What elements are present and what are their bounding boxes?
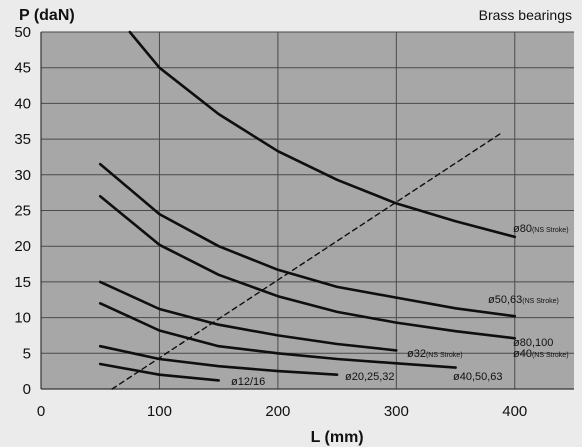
x-tick-100: 100 <box>147 403 172 420</box>
y-tick-35: 35 <box>14 131 31 148</box>
x-axis-label: L (mm) <box>311 429 364 446</box>
y-axis-label: P (daN) <box>19 7 75 24</box>
series-line-6 <box>98 362 220 382</box>
horizontal-gridlines <box>40 31 574 390</box>
y-tick-25: 25 <box>14 203 31 220</box>
y-tick-40: 40 <box>14 95 31 112</box>
series-line-2 <box>98 194 517 340</box>
y-tick-30: 30 <box>14 167 31 184</box>
series-line-0 <box>128 30 517 239</box>
y-tick-0: 0 <box>23 381 31 398</box>
x-tick-0: 0 <box>37 403 45 420</box>
x-tick-200: 200 <box>265 403 290 420</box>
series-line-3 <box>98 280 398 352</box>
series-label-4: ø40,50,63 <box>453 371 503 383</box>
series-line-7 <box>111 131 504 390</box>
y-tick-labels: 0 5 10 15 20 25 30 35 40 45 50 <box>14 24 31 398</box>
chart-title: Brass bearings <box>479 7 572 23</box>
series-line-5 <box>98 344 339 376</box>
y-tick-5: 5 <box>23 345 31 362</box>
series-line-4 <box>98 302 457 369</box>
series-label-2-a: ø80,100 <box>513 337 553 349</box>
x-tick-labels: 0 100 200 300 400 <box>37 403 527 420</box>
series-layer: ø80(NS Stroke)ø50,63(NS Stroke)ø80,100ø4… <box>98 30 569 390</box>
y-tick-20: 20 <box>14 238 31 255</box>
y-tick-15: 15 <box>14 274 31 291</box>
y-tick-45: 45 <box>14 60 31 77</box>
y-tick-10: 10 <box>14 310 31 327</box>
x-tick-300: 300 <box>384 403 409 420</box>
series-label-6: ø12/16 <box>231 376 265 388</box>
series-label-5: ø20,25,32 <box>345 371 395 383</box>
x-tick-400: 400 <box>502 403 527 420</box>
y-tick-50: 50 <box>14 24 31 41</box>
series-line-1 <box>98 162 517 318</box>
